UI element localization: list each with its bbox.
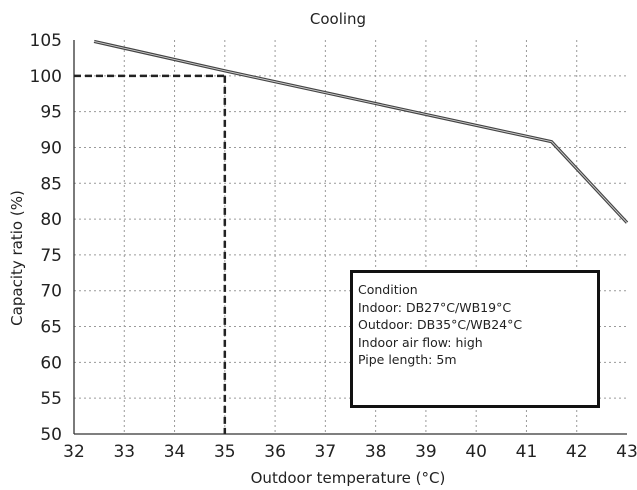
y-tick-label: 80 (40, 210, 62, 230)
y-tick-label: 105 (30, 31, 62, 51)
y-tick-label: 70 (40, 282, 62, 302)
series-line (93, 39, 629, 224)
y-axis-title: Capacity ratio (%) (8, 190, 26, 326)
condition-pipe-length: Pipe length: 5m (358, 352, 457, 367)
condition-indoor: Indoor: DB27°C/WB19°C (358, 299, 512, 315)
series (93, 39, 629, 224)
y-tick-label: 75 (40, 246, 62, 266)
x-axis-title: Outdoor temperature (°C) (251, 469, 446, 487)
condition-heading: Condition (358, 282, 418, 297)
reference-lines (74, 74, 227, 434)
series-line-highlight (94, 40, 628, 223)
y-tick-label: 55 (40, 389, 62, 409)
x-tick-label: 43 (616, 442, 637, 462)
axes (73, 40, 627, 435)
x-tick-label: 33 (113, 442, 135, 462)
condition-box: Condition Indoor: DB27°C/WB19°C Outdoor:… (350, 270, 600, 408)
x-tick-label: 34 (164, 442, 186, 462)
tick-labels: 32 33 34 35 36 37 38 39 40 41 42 43 50 55 60 65 70 75 80 85… (30, 31, 637, 462)
x-tick-label: 32 (63, 442, 85, 462)
condition-outdoor: Outdoor: DB35°C/WB24°C (358, 317, 523, 332)
x-tick-label: 40 (465, 442, 487, 462)
chart-title: Cooling (310, 10, 366, 28)
y-tick-label: 50 (40, 425, 62, 445)
y-tick-label: 60 (40, 353, 62, 373)
x-tick-label: 38 (365, 442, 387, 462)
y-tick-label: 95 (40, 103, 62, 123)
y-tick-label: 100 (30, 67, 62, 87)
x-tick-label: 39 (415, 442, 437, 462)
y-tick-label: 65 (40, 318, 62, 338)
x-tick-label: 35 (214, 442, 236, 462)
x-tick-label: 42 (566, 442, 588, 462)
x-tick-label: 37 (315, 442, 337, 462)
y-tick-label: 85 (40, 174, 62, 194)
grid (74, 40, 627, 434)
x-tick-label: 36 (264, 442, 286, 462)
y-tick-label: 90 (40, 138, 62, 158)
condition-airflow: Indoor air flow: high (358, 334, 483, 350)
x-tick-label: 41 (516, 442, 538, 462)
